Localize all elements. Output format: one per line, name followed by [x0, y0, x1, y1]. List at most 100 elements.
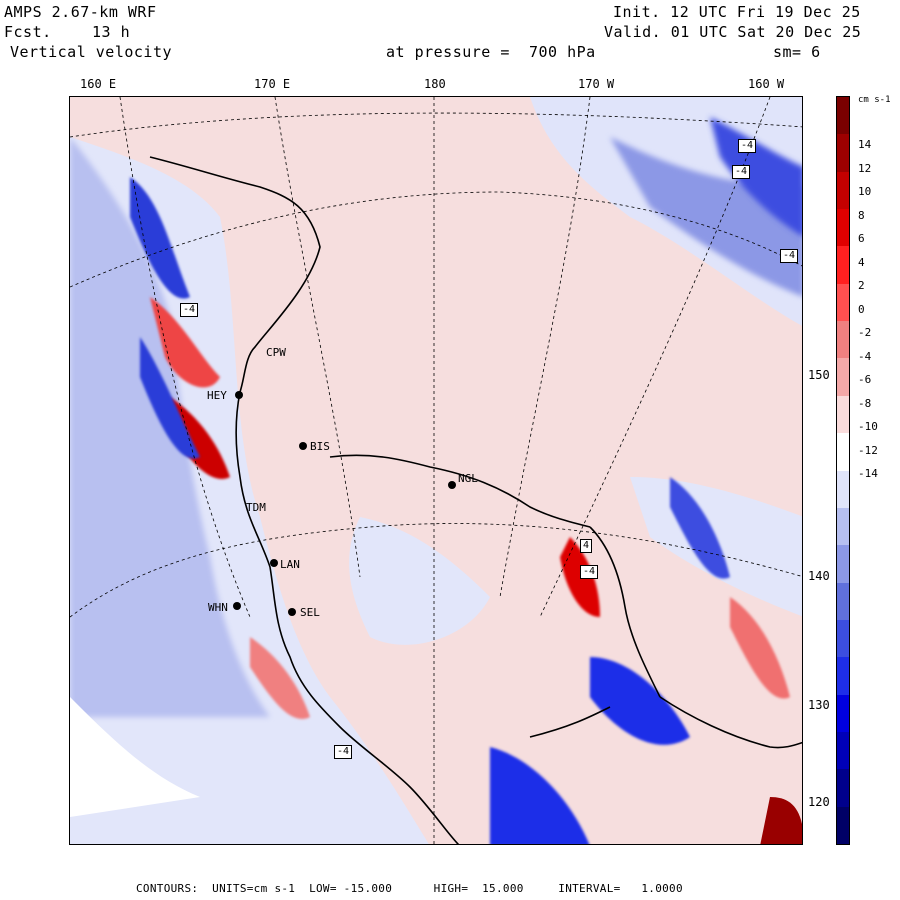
meridian-160w [539, 97, 771, 618]
colorbar-tick-label: -6 [858, 373, 872, 386]
lon-label-170e: 170 E [254, 77, 291, 91]
blue-streak-2 [140, 337, 200, 459]
blue-streak-5 [670, 477, 730, 579]
station-bis: BIS [310, 440, 330, 453]
colorbar-tick-label: -14 [858, 467, 878, 480]
station-ngl: NGL [458, 472, 478, 485]
red-southeast-corner [760, 797, 802, 844]
colorbar-segment [837, 358, 849, 397]
dark-blue-northeast [710, 117, 802, 236]
colorbar-tick-label: -4 [858, 349, 872, 363]
colorbar-segment [837, 209, 849, 247]
lon-label-160e: 160 E [80, 77, 117, 91]
colorbar-tick-label: 4 [858, 255, 865, 269]
colorbar-segment [837, 246, 849, 285]
contour-label-2: -4 [732, 165, 751, 179]
colorbar-tick-label: 10 [858, 185, 872, 198]
meridian-170e [274, 97, 361, 578]
colorbar-tick-label: -10 [858, 420, 878, 433]
pressure-level: at pressure = 700 hPa [386, 43, 596, 61]
colorbar [836, 96, 850, 845]
contour-label-5: 4 [580, 539, 593, 553]
red-streak-4 [730, 597, 790, 699]
lon-label-180: 180 [424, 77, 446, 91]
station-hey-dot [235, 391, 243, 399]
forecast-hour: 13 h [92, 23, 131, 41]
station-hey: HEY [207, 389, 227, 402]
red-streak-5 [250, 637, 310, 719]
colorbar-tick-label: 14 [858, 138, 872, 151]
red-streak-1 [150, 297, 220, 388]
colorbar-tick-label: 12 [858, 161, 872, 175]
blue-northeast-band [610, 137, 802, 297]
colorbar-segment [837, 694, 849, 733]
contour-label-1: -4 [738, 139, 757, 153]
station-whn-dot [233, 602, 241, 610]
colorbar-segment [837, 769, 849, 808]
coastline [149, 156, 802, 844]
station-lan: LAN [280, 558, 300, 571]
vertical-velocity-map: CPW HEY BIS NGL TDM LAN WHN SEL -4 -4 -4… [69, 96, 803, 845]
colorbar-segment [837, 395, 849, 434]
map-canvas [70, 97, 802, 844]
lat-circle-1 [70, 112, 802, 138]
blue-streak-1 [130, 177, 190, 299]
blue-streak-4 [490, 747, 590, 844]
field-name: Vertical velocity [10, 43, 173, 61]
graticule [70, 97, 802, 844]
colorbar-segment [837, 619, 849, 658]
station-sel-dot [288, 608, 296, 616]
colorbar-segment [837, 171, 849, 210]
colorbar-segment [837, 545, 849, 584]
forecast-label: Fcst. [4, 23, 52, 41]
contour-label-4: -4 [580, 565, 599, 579]
station-lan-dot [270, 559, 278, 567]
coastline-east-2 [659, 696, 802, 749]
model-title: AMPS 2.67-km WRF [4, 3, 157, 21]
red-streak-2 [170, 397, 230, 479]
colorbar-segment [837, 806, 849, 845]
meridian-170w [499, 97, 591, 598]
pale-blue-center [349, 517, 490, 645]
white-southwest [70, 697, 200, 817]
lon-label-170w: 170 W [578, 77, 615, 91]
ross-ice-shelf-front [329, 454, 591, 528]
station-bis-dot [299, 442, 307, 450]
colorbar-segment [837, 507, 849, 546]
coastline-west [149, 156, 460, 844]
lat-circle-3 [70, 523, 802, 618]
station-cpw: CPW [266, 346, 286, 359]
colorbar-tick-label: 0 [858, 302, 865, 316]
colorbar-segment [837, 134, 849, 173]
colorbar-segment [837, 731, 849, 770]
contour-label-3: -4 [780, 249, 799, 263]
colorbar-tick-label: -2 [858, 326, 872, 339]
colorbar-tick-label: -8 [858, 396, 872, 410]
colorbar-tick-label: -12 [858, 443, 878, 457]
colorbar-tick-label: 2 [858, 279, 865, 292]
colorbar-segment [837, 657, 849, 696]
colorbar-unit: cm s-1 [858, 95, 891, 105]
coastline-southeast [529, 706, 611, 738]
station-sel: SEL [300, 606, 320, 619]
valid-time: Valid. 01 UTC Sat 20 Dec 25 [604, 23, 862, 41]
lon-label-160w: 160 W [748, 77, 785, 91]
contour-info-footer: CONTOURS: UNITS=cm s-1 LOW= -15.000 HIGH… [136, 882, 683, 895]
init-time: Init. 12 UTC Fri 19 Dec 25 [613, 3, 861, 21]
colorbar-tick-label: 6 [858, 232, 865, 245]
contour-label-6: -4 [334, 745, 353, 759]
station-ngl-dot [448, 481, 456, 489]
colorbar-segment [837, 283, 849, 322]
smoothing-level: sm= 6 [773, 43, 821, 61]
colorbar-segment [837, 470, 849, 509]
colorbar-segment [837, 433, 849, 471]
colorbar-tick-label: 8 [858, 208, 865, 222]
colorbar-segment [837, 582, 849, 621]
station-whn: WHN [208, 601, 228, 614]
station-tdm: TDM [246, 501, 266, 514]
colorbar-segment [837, 321, 849, 359]
contour-label-7: -4 [180, 303, 199, 317]
blue-streak-3 [590, 657, 690, 745]
coastline-east-1 [589, 526, 661, 698]
colorbar-segment [837, 97, 849, 135]
